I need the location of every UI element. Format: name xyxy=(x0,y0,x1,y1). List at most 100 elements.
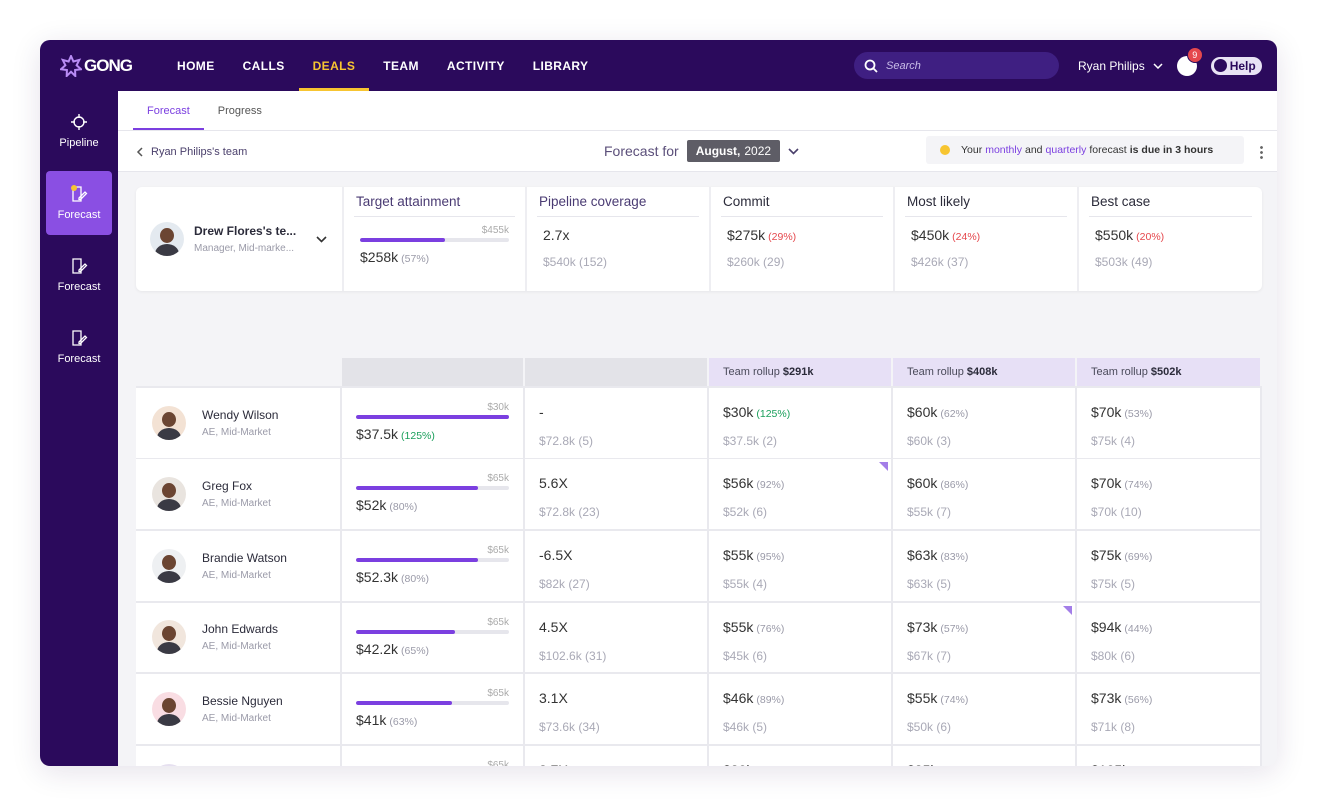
sub-value: $72.8k (5) xyxy=(539,433,594,448)
sidebar-item[interactable]: Forecast xyxy=(46,315,112,379)
person-info: Brandie Watson AE, Mid-Market xyxy=(202,551,287,581)
sidebar-item[interactable]: Forecast xyxy=(46,243,112,307)
value-line: $70k (74%) xyxy=(1091,475,1246,493)
person-name[interactable]: John Edwards xyxy=(202,622,279,637)
back-link[interactable]: Ryan Philips's team xyxy=(136,131,247,172)
rollup-value: $291k xyxy=(782,366,814,378)
nav-item[interactable]: HOME xyxy=(177,58,215,73)
tab[interactable]: Progress xyxy=(217,104,262,117)
chevron[interactable] xyxy=(1153,62,1163,69)
nav-item[interactable]: ACTIVITY xyxy=(446,58,505,73)
commit-cell: $30k (125%) $37.5k (2) xyxy=(709,387,893,458)
summary-column: Most likely $450k (24%) $426k (37) xyxy=(893,187,1077,291)
person-role: AE, Mid-Market xyxy=(202,641,271,653)
person-name[interactable]: Greg Fox xyxy=(202,479,253,494)
value: $52k xyxy=(356,497,387,514)
value-line: $46k (89%) xyxy=(723,690,877,708)
value: 5.6X xyxy=(539,475,568,492)
column-header: Commit xyxy=(721,187,883,217)
logo[interactable]: GONG xyxy=(60,54,163,77)
dropdown[interactable] xyxy=(316,230,327,248)
value-line: $550k (20%) xyxy=(1095,227,1246,245)
notice-link[interactable]: quarterly xyxy=(1045,144,1087,156)
value-line: 5.6X xyxy=(539,475,693,493)
nav-item[interactable]: TEAM xyxy=(383,58,419,73)
person-cell: John Edwards AE, Mid-Market xyxy=(136,602,342,673)
sidebar-item[interactable]: Pipeline xyxy=(46,99,112,163)
sub-value: $46k (5) xyxy=(723,720,768,735)
value: $56k xyxy=(723,475,754,492)
value: $450k xyxy=(911,227,950,243)
tab[interactable]: Forecast xyxy=(133,91,204,130)
team-table: Team rollup $291k Team rollup $408k Team rol… xyxy=(136,358,1262,766)
avatar xyxy=(152,405,186,440)
summary-body: $275k (29%) $260k (29) xyxy=(721,227,883,269)
percent: (76%) xyxy=(756,622,785,635)
avatar xyxy=(150,222,184,256)
value: $85k xyxy=(907,762,937,766)
sub-value: $102.6k (31) xyxy=(539,648,607,663)
user-name[interactable]: Ryan Philips xyxy=(1078,58,1145,73)
header-blank xyxy=(342,358,525,386)
person-name[interactable]: Bessie Nguyen xyxy=(202,694,283,709)
person-name[interactable]: Brandie Watson xyxy=(202,550,287,565)
search-icon xyxy=(864,59,878,73)
person-info: John Edwards AE, Mid-Market xyxy=(202,622,278,652)
nav-item[interactable]: DEALS xyxy=(299,40,370,91)
sub-value: $540k (152) xyxy=(543,255,608,269)
progress-fill xyxy=(356,629,456,634)
value: $73k xyxy=(1091,690,1122,707)
sub-value: $52k (6) xyxy=(723,505,768,520)
period-chevron[interactable] xyxy=(788,147,799,155)
notifications[interactable]: 9 xyxy=(1176,46,1203,76)
nav-item[interactable]: LIBRARY xyxy=(532,58,589,73)
value-line: $73k (56%) xyxy=(1091,690,1246,708)
header-blank xyxy=(136,358,342,386)
notice-link[interactable]: monthly xyxy=(985,144,1022,156)
percent: (69%) xyxy=(1124,550,1153,563)
progress-fill xyxy=(356,701,453,706)
target-cell: $65k$26k(40%) xyxy=(342,745,525,766)
back-label: Ryan Philips's team xyxy=(151,145,248,158)
pipeline-cell: -6.5X $82k (27) xyxy=(525,530,709,601)
value: $70k xyxy=(1091,475,1122,492)
user-area: Ryan Philips 9 Help xyxy=(1078,40,1262,91)
sidebar-label: Forecast xyxy=(57,353,101,365)
best-case-cell: $105k(24%)$80k (10) xyxy=(1077,745,1262,766)
value: $73k xyxy=(907,618,938,635)
person-info: Wendy Wilson AE, Mid-Market xyxy=(202,408,278,438)
value: $105k xyxy=(1091,762,1129,766)
percent: (29%) xyxy=(768,231,797,243)
period-box[interactable]: August, 2022 xyxy=(686,140,781,162)
value: 3.1X xyxy=(539,690,568,707)
person-name[interactable]: Wendy Wilson xyxy=(202,407,279,422)
value: $52.3k xyxy=(356,568,399,585)
progress-track xyxy=(356,557,509,562)
more-menu[interactable] xyxy=(1260,145,1263,159)
value-line: $63k (83%) xyxy=(907,547,1061,565)
rollup-header: Team rollup $291k xyxy=(709,358,893,386)
search-box[interactable]: Search xyxy=(854,52,1059,79)
sub-value: $260k (29) xyxy=(727,255,785,269)
notice-dot xyxy=(940,145,950,155)
column-header: Most likely xyxy=(905,187,1067,217)
nav-item[interactable]: CALLS xyxy=(242,58,285,73)
person-cell: Brandie Watson AE, Mid-Market xyxy=(136,530,342,601)
pipeline-cell: 3.1X $73.6k (34) xyxy=(525,674,709,744)
sidebar-item[interactable]: Forecast xyxy=(46,171,112,235)
rollup-label: Team rollup xyxy=(1091,366,1148,378)
value-line: 4.5X xyxy=(539,619,693,637)
forecast-icon xyxy=(72,258,88,274)
notice-text: forecast xyxy=(1089,144,1127,156)
value: 2.7X xyxy=(539,762,568,766)
flag-marker xyxy=(1063,605,1072,615)
help-button[interactable]: Help xyxy=(1210,56,1262,75)
value-line: $450k (24%) xyxy=(911,227,1061,245)
help-icon xyxy=(1213,59,1227,72)
value-line: -6.5X xyxy=(539,547,693,565)
percent: (57%) xyxy=(940,622,969,635)
notice-due: is due in 3 hours xyxy=(1129,144,1214,156)
avatar xyxy=(152,477,186,512)
